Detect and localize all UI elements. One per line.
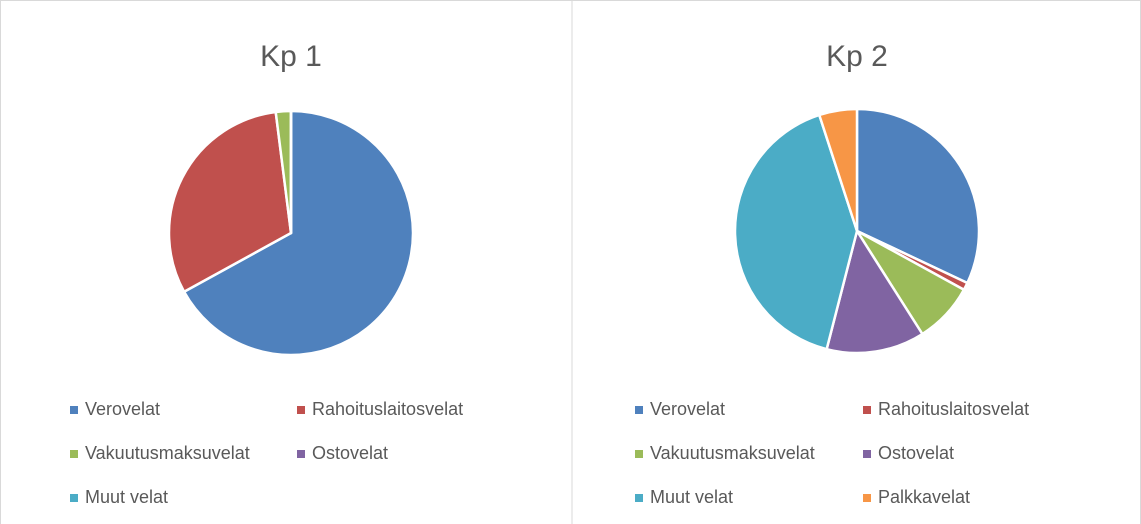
pie-slice	[818, 107, 859, 233]
pie-slice	[182, 109, 415, 357]
pie-slice	[733, 113, 859, 351]
legend-swatch	[863, 450, 871, 458]
pie-slice	[855, 107, 981, 285]
legend-swatch	[70, 494, 78, 502]
legend-swatch	[70, 406, 78, 414]
legend-label: Rahoituslaitosvelat	[312, 399, 463, 419]
legend-swatch	[635, 450, 643, 458]
legend-swatch	[863, 494, 871, 502]
chart-title: Kp 2	[826, 40, 888, 73]
legend-label: Ostovelat	[312, 443, 388, 463]
legend-swatch	[70, 450, 78, 458]
legend-label: Vakuutusmaksuvelat	[650, 443, 815, 463]
legend-swatch	[635, 494, 643, 502]
legend-label: Vakuutusmaksuvelat	[85, 443, 250, 463]
pie-slice	[167, 110, 293, 294]
legend-label: Verovelat	[85, 399, 160, 419]
legend-label: Muut velat	[650, 487, 733, 507]
legend-swatch	[297, 450, 305, 458]
legend-swatch	[863, 406, 871, 414]
legend-label: Rahoituslaitosvelat	[878, 399, 1029, 419]
chart-title: Kp 1	[260, 40, 322, 73]
legend-label: Verovelat	[650, 399, 725, 419]
legend-swatch	[297, 406, 305, 414]
pie-slice	[825, 229, 924, 355]
legend-label: Muut velat	[85, 487, 168, 507]
legend-label: Ostovelat	[878, 443, 954, 463]
legend-swatch	[635, 406, 643, 414]
legend-label: Palkkavelat	[878, 487, 970, 507]
